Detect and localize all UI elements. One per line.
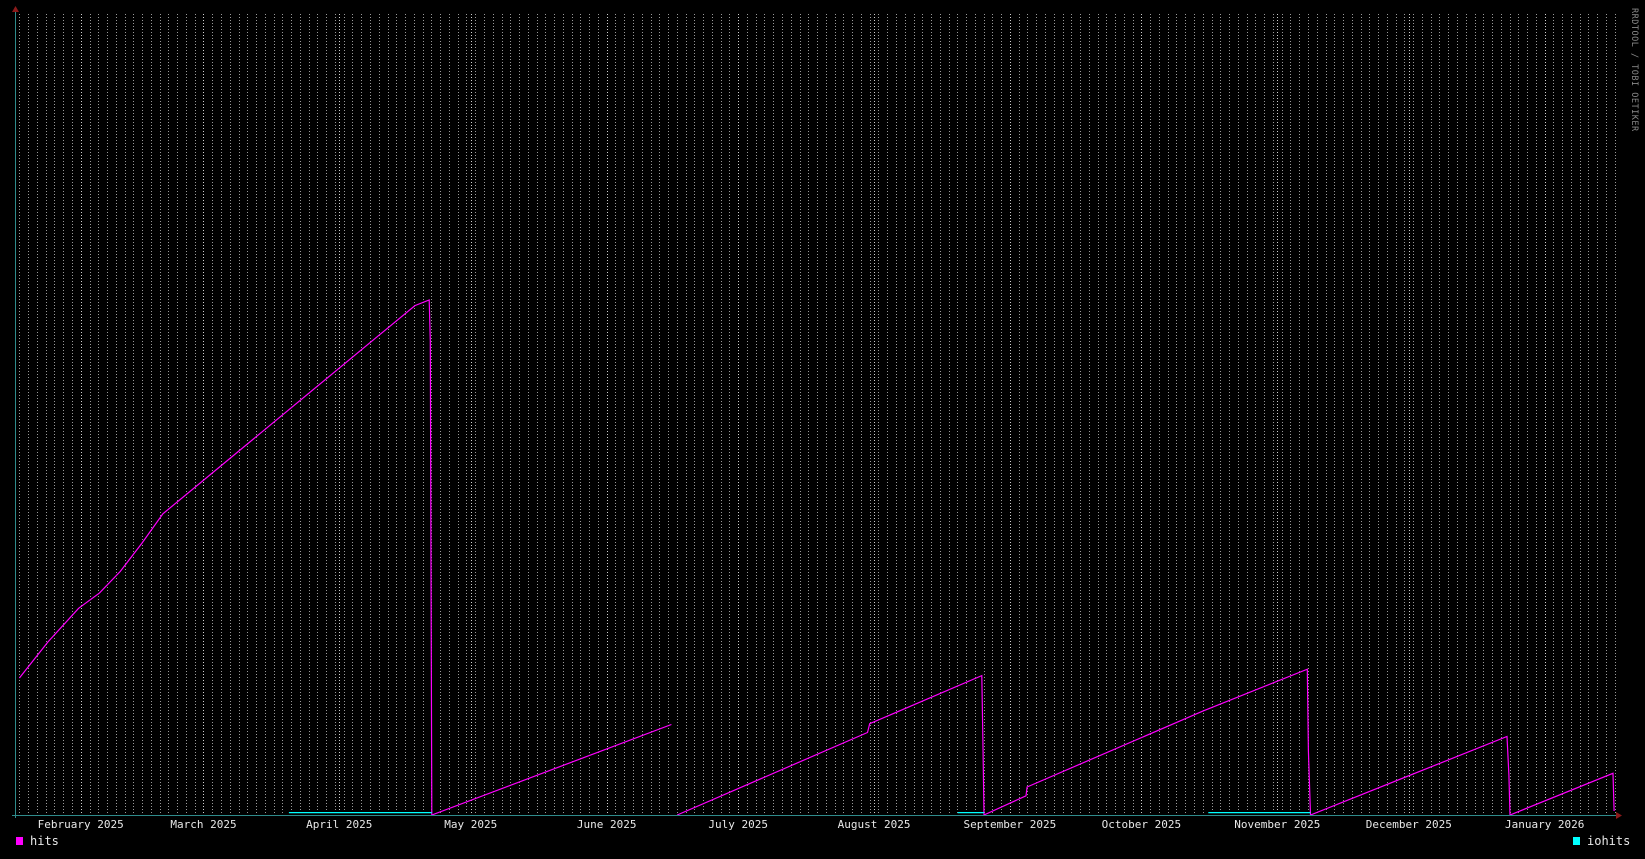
legend-swatch-iohits bbox=[1573, 837, 1580, 845]
x-tick-label: April 2025 bbox=[306, 818, 372, 831]
x-tick-label: October 2025 bbox=[1102, 818, 1181, 831]
x-tick-label: February 2025 bbox=[38, 818, 124, 831]
x-tick-label: November 2025 bbox=[1234, 818, 1320, 831]
legend: hits iohits bbox=[16, 834, 1630, 848]
axes bbox=[12, 6, 1622, 819]
legend-label-hits: hits bbox=[30, 834, 59, 848]
x-tick-label: September 2025 bbox=[964, 818, 1057, 831]
series-line-hits bbox=[18, 299, 672, 816]
x-tick-label: May 2025 bbox=[444, 818, 497, 831]
x-tick-label: December 2025 bbox=[1366, 818, 1452, 831]
watermark: RRDTOOL / TOBI OETIKER bbox=[1629, 8, 1639, 132]
series-layer bbox=[18, 299, 1615, 816]
x-tick-label: June 2025 bbox=[577, 818, 637, 831]
x-tick-label: July 2025 bbox=[708, 818, 768, 831]
legend-label-iohits: iohits bbox=[1587, 834, 1630, 848]
y-axis-arrow-icon bbox=[12, 6, 19, 12]
x-axis-arrow-icon bbox=[1616, 812, 1622, 819]
x-tick-label: August 2025 bbox=[838, 818, 911, 831]
series-line-hits bbox=[676, 668, 1615, 816]
legend-swatch-hits bbox=[16, 837, 23, 845]
x-tick-label: March 2025 bbox=[170, 818, 236, 831]
x-tick-label: January 2026 bbox=[1505, 818, 1584, 831]
x-tick-labels: February 2025 March 2025 April 2025 May 202… bbox=[38, 818, 1585, 831]
